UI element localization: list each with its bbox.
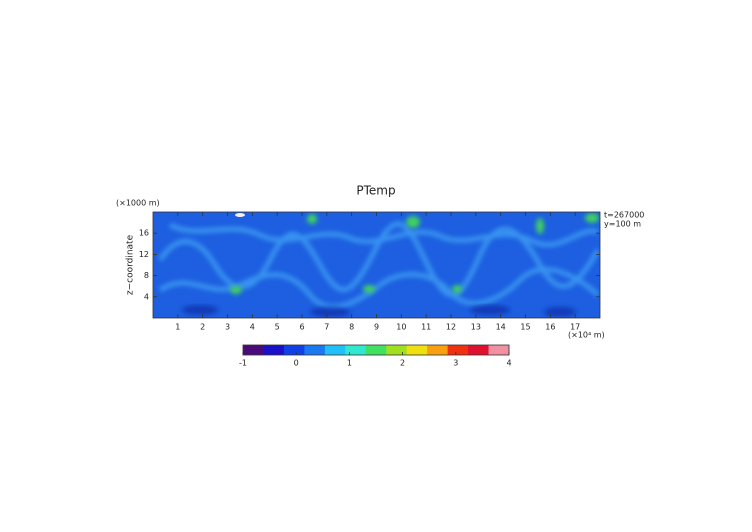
chart-title: PTemp (356, 184, 395, 198)
x-tick-label: 2 (200, 323, 205, 332)
colorbar-swatch (468, 345, 490, 355)
colorbar-swatch (447, 345, 469, 355)
colorbar-swatch (365, 345, 387, 355)
x-tick-label: 13 (471, 323, 481, 332)
y-tick-label: 16 (139, 229, 149, 238)
x-tick-label: 11 (421, 323, 431, 332)
x-tick-label: 7 (324, 323, 329, 332)
colorbar-swatch (304, 345, 326, 355)
field (153, 212, 600, 318)
x-tick-label: 17 (570, 323, 580, 332)
x-tick-label: 8 (349, 323, 354, 332)
colorbar-swatch (263, 345, 285, 355)
colorbar-swatch (345, 345, 367, 355)
y-tick-label: 4 (144, 292, 149, 301)
x-tick-label: 6 (299, 323, 304, 332)
colorbar-tick-label: 2 (400, 359, 405, 368)
x-tick-label: 3 (225, 323, 230, 332)
colorbar-tick-label: 3 (453, 359, 458, 368)
x-tick-label: 9 (374, 323, 379, 332)
colorbar-tick-label: 0 (294, 359, 299, 368)
colorbar-swatch (488, 345, 510, 355)
colorbar-swatch (406, 345, 428, 355)
x-tick-label: 16 (545, 323, 555, 332)
y-tick-label: 8 (144, 271, 149, 280)
x-tick-label: 12 (446, 323, 456, 332)
annotation: t=267000 (604, 211, 644, 220)
x-tick-label: 5 (275, 323, 280, 332)
x-tick-label: 4 (250, 323, 255, 332)
y-unit-label: (×1000 m) (116, 199, 160, 208)
colorbar-swatch (427, 345, 449, 355)
annotation: y=100 m (604, 220, 641, 229)
colorbar-tick-label: -1 (239, 359, 247, 368)
colorbar-tick-label: 1 (347, 359, 352, 368)
colorbar-swatch (243, 345, 264, 355)
hot-spot (235, 213, 245, 217)
colorbar-swatch (324, 345, 346, 355)
x-unit-label: (×10⁴ m) (568, 331, 605, 340)
y-axis-label: z−coordinate (126, 234, 136, 295)
x-tick-label: 14 (496, 323, 506, 332)
colorbar-tick-label: 4 (506, 359, 511, 368)
x-tick-label: 10 (396, 323, 406, 332)
y-tick-label: 12 (139, 250, 149, 259)
colorbar-frame (242, 344, 510, 356)
x-tick-label: 15 (520, 323, 530, 332)
colorbar-swatch (283, 345, 305, 355)
colorbar-swatch (386, 345, 408, 355)
x-tick-label: 1 (175, 323, 180, 332)
